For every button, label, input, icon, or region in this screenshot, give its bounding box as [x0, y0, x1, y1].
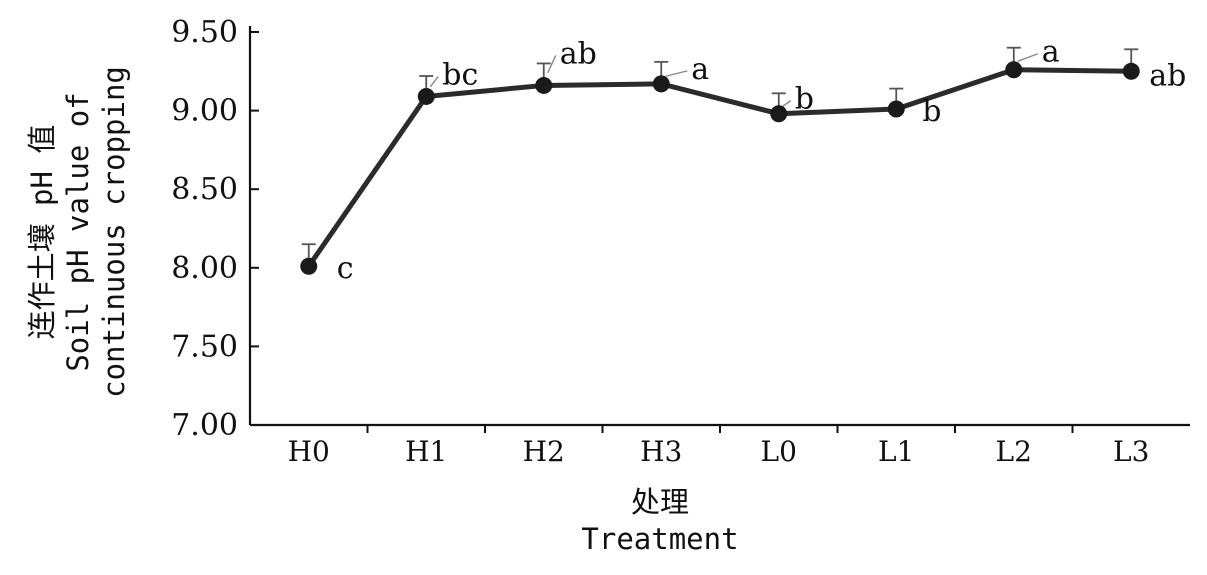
y-tick-label: 8.50 [171, 172, 238, 207]
x-tick-label: L3 [1113, 435, 1149, 468]
y-tick-label: 7.00 [171, 408, 238, 443]
significance-label: b [795, 82, 814, 117]
x-tick-label: H0 [288, 435, 330, 468]
x-axis-title-en: Treatment [581, 522, 738, 556]
label-leader-line [782, 100, 792, 107]
significance-label: c [337, 251, 354, 286]
series-line-path [306, 67, 1132, 268]
significance-label: ab [1149, 58, 1186, 93]
significance-label: bc [442, 57, 478, 92]
data-point-l0 [770, 105, 788, 123]
x-tick-label: L2 [996, 435, 1032, 468]
data-point-l3 [1122, 62, 1140, 80]
significance-label: ab [560, 36, 597, 71]
y-tick-label: 9.50 [171, 15, 238, 50]
y-tick-label: 7.50 [171, 329, 238, 364]
data-point-h3 [652, 75, 670, 93]
x-tick-label: L0 [761, 435, 797, 468]
axes [248, 26, 1190, 433]
y-tick-labels: 7.00 7.50 8.00 8.50 9.00 9.50 [171, 15, 238, 443]
y-tick-label: 8.00 [171, 251, 238, 286]
significance-label: b [922, 94, 941, 129]
label-leader-line [1017, 53, 1038, 62]
y-axis-title: 连作土壤 pH 值 Soil pH value of continuous cr… [25, 66, 131, 398]
data-point-h0 [300, 257, 318, 275]
error-bars [301, 46, 1139, 267]
label-leader-line [429, 76, 439, 88]
x-tick-labels: H0 H1 H2 H3 L0 L1 L2 L3 [288, 435, 1150, 468]
label-leader-line [547, 55, 557, 74]
significance-label: a [1042, 35, 1060, 70]
x-tick-label: H3 [640, 435, 682, 468]
x-axis-title-cn: 处理 [631, 485, 689, 519]
data-point-l2 [1005, 61, 1023, 79]
x-tick-label: H1 [405, 435, 447, 468]
label-leader-line [665, 70, 688, 78]
data-point-h2 [535, 76, 553, 94]
significance-label: a [691, 52, 709, 87]
x-tick-label: L1 [878, 435, 914, 468]
data-point-h1 [417, 87, 435, 105]
data-point-l1 [887, 100, 905, 118]
y-axis-title-en-line2: continuous cropping [97, 66, 131, 398]
x-tick-label: H2 [523, 435, 565, 468]
y-axis-title-en-line1: Soil pH value of [61, 92, 95, 371]
y-axis-title-cn: 连作土壤 pH 值 [25, 125, 59, 340]
series-line [306, 67, 1132, 268]
y-tick-label: 9.00 [171, 94, 238, 129]
data-points [300, 61, 1140, 275]
